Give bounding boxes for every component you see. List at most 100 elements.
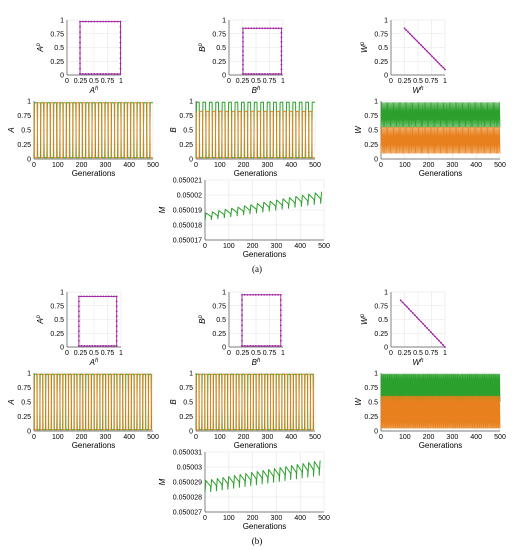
x-tick-label: 100 (214, 434, 226, 441)
x-tick-label: 1 (119, 350, 123, 357)
data-point (411, 34, 413, 37)
data-point (423, 48, 426, 50)
data-point (418, 42, 421, 45)
data-point (242, 36, 244, 39)
x-tick-label: 0.5 (413, 78, 423, 85)
x-axis-label: Bh (252, 358, 261, 367)
data-point (91, 295, 94, 298)
x-axis-label: Ah (89, 86, 99, 95)
data-point (105, 345, 107, 347)
data-point (258, 73, 261, 75)
data-point (255, 73, 258, 75)
x-tick-label: 200 (238, 162, 250, 169)
data-point (96, 345, 99, 347)
data-point (107, 345, 110, 347)
data-point (242, 54, 244, 57)
x-tick-label: 0 (65, 78, 69, 85)
y-tick-label: 1 (222, 290, 226, 297)
y-axis-label-superscript: p (36, 315, 42, 320)
panel-label-b: (b) (252, 536, 263, 546)
data-point (409, 310, 412, 312)
x-tick-label: 0 (389, 78, 393, 85)
data-point (80, 345, 83, 347)
data-point (119, 57, 122, 60)
data-point (119, 41, 122, 44)
data-point (93, 73, 96, 75)
data-point (84, 20, 87, 23)
data-point (280, 31, 283, 34)
y-tick-label: 0.25 (374, 331, 388, 338)
data-point (422, 322, 424, 325)
data-point (113, 345, 115, 347)
x-tick-label: 0 (32, 162, 36, 169)
data-point (407, 31, 410, 33)
x-tick-label: 1 (443, 78, 447, 85)
data-point (96, 295, 99, 298)
data-point (279, 304, 282, 306)
data-point (86, 345, 88, 347)
data-point (257, 293, 260, 296)
y-tick-label: 0 (384, 345, 388, 352)
y-tick-label: 0.5 (183, 400, 193, 407)
data-point (264, 73, 266, 75)
x-tick-label: 0.75 (263, 350, 277, 357)
x-tick-label: 500 (309, 162, 321, 169)
data-point (419, 320, 422, 323)
y-tick-label: 0.5 (21, 128, 31, 135)
x-tick-label: 400 (123, 434, 135, 441)
y-tick-label: 1 (189, 371, 193, 378)
data-point (414, 38, 417, 41)
data-point (274, 345, 277, 347)
y-axis-label-superscript: p (360, 313, 366, 318)
data-point (266, 293, 268, 296)
data-point (241, 304, 243, 306)
y-tick-label: 0.75 (212, 303, 226, 310)
series-line-0 (380, 102, 501, 128)
y-tick-label: 0.75 (374, 31, 388, 38)
data-point (252, 293, 255, 296)
data-point (279, 293, 282, 296)
x-tick-label: 1 (119, 78, 123, 85)
x-tick-label: 100 (399, 162, 411, 169)
x-tick-label: 0 (32, 434, 36, 441)
data-point (274, 293, 277, 296)
data-point (78, 340, 80, 342)
data-point (280, 41, 283, 43)
data-point (115, 345, 118, 347)
data-point (420, 44, 422, 46)
y-tick-label: 0 (384, 73, 388, 80)
data-point (413, 314, 416, 316)
data-point (82, 20, 84, 23)
data-point (90, 73, 93, 75)
data-point (79, 62, 81, 65)
data-point (247, 73, 250, 75)
y-tick-label: 0.5 (216, 45, 226, 52)
data-point (110, 73, 113, 75)
x-axis-label: Wh (413, 86, 425, 95)
data-point (115, 315, 118, 318)
y-tick-label: 0 (374, 429, 378, 436)
y-axis-label-superscript: p (198, 315, 204, 320)
x-tick-label: 1 (443, 350, 447, 357)
y-tick-label: 0.050029 (173, 480, 202, 487)
data-point (268, 345, 271, 347)
data-point (279, 324, 282, 327)
data-point (252, 345, 255, 347)
y-tick-label: 1 (60, 290, 64, 297)
series-line-0 (380, 373, 501, 403)
series-line-1 (380, 395, 501, 429)
x-axis-label: Bh (252, 86, 261, 95)
y-tick-label: 0.25 (50, 331, 64, 338)
x-tick-label: 0.5 (251, 78, 261, 85)
data-point (277, 293, 279, 296)
x-tick-label: 0.75 (101, 350, 115, 357)
panel-label-a: (a) (252, 264, 262, 274)
y-tick-label: 0 (27, 157, 31, 164)
x-tick-label: 400 (470, 162, 482, 169)
data-point (242, 41, 244, 43)
x-tick-label: 0.5 (413, 350, 423, 357)
data-point (83, 295, 86, 298)
data-point (254, 345, 257, 347)
y-axis-label: A (7, 127, 16, 133)
